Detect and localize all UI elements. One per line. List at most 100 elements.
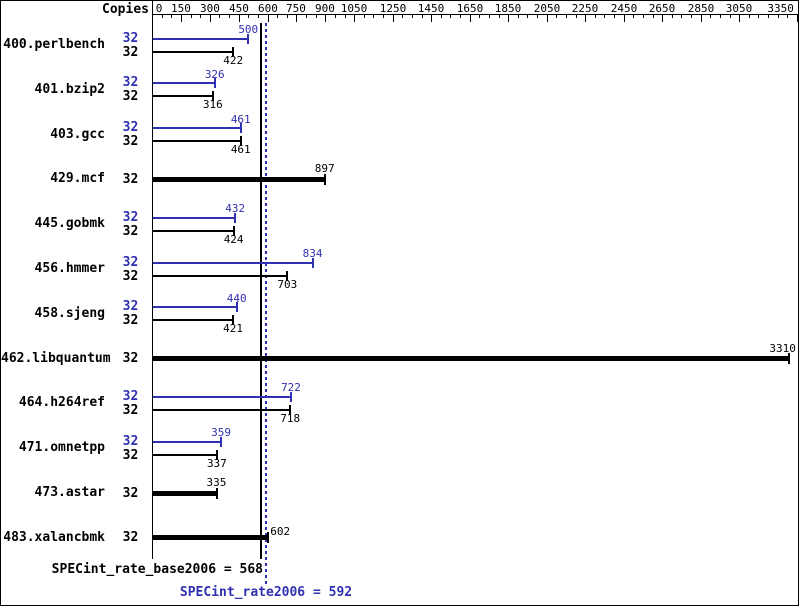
peak-bar [153, 127, 241, 130]
benchmark-label: 445.gobmk [34, 216, 105, 232]
copies-column-header: Copies [102, 2, 149, 17]
axis-tick-label: 3050 [725, 2, 753, 15]
base-bar-end-cap [788, 353, 791, 365]
axis-tick-label: 2250 [571, 2, 599, 15]
base-value-label: 602 [270, 524, 291, 538]
base-value-label: 461 [230, 143, 251, 157]
base-bar [153, 176, 325, 182]
axis-minor-tick [171, 14, 172, 18]
copies-value: 32 [122, 209, 139, 225]
axis-minor-tick [248, 14, 249, 18]
base-value-label: 3310 [769, 341, 796, 355]
peak-bar-end-cap [290, 391, 292, 402]
axis-tick-label: 2050 [533, 2, 561, 15]
base-bar [153, 356, 790, 362]
copies-value: 32 [122, 433, 139, 449]
axis-minor-tick [219, 14, 220, 18]
base-value-label: 335 [206, 476, 227, 489]
copies-value: 32 [122, 30, 139, 46]
peak-value-label: 326 [204, 67, 225, 81]
peak-bar-end-cap [235, 302, 238, 313]
axis-major-tick [152, 14, 153, 22]
axis-minor-tick [383, 14, 384, 18]
peak-value-label: 500 [238, 23, 259, 36]
base-bar-end-cap [286, 270, 289, 281]
base-bar-end-cap [232, 315, 235, 326]
peak-bar-end-cap [311, 257, 314, 268]
axis-major-tick [210, 14, 211, 22]
axis-major-tick [239, 14, 240, 22]
peak-reference-line [265, 23, 267, 584]
base-bar-end-cap [215, 449, 218, 460]
base-reference-line [260, 23, 262, 559]
axis-tick-label: 3350 [767, 2, 794, 15]
axis-major-tick [547, 14, 548, 22]
axis-minor-tick [364, 14, 365, 18]
base-bar-end-cap [266, 532, 269, 544]
axis-minor-tick [595, 14, 596, 18]
axis-minor-tick [527, 14, 528, 18]
base-bar [153, 140, 241, 143]
axis-minor-tick [614, 14, 615, 18]
axis-baseline [152, 14, 798, 15]
copies-value: 32 [122, 171, 139, 187]
benchmark-label: 456.hmmer [34, 261, 105, 276]
peak-bar-end-cap [234, 212, 237, 223]
peak-value-label: 834 [302, 247, 323, 260]
axis-minor-tick [566, 14, 567, 18]
axis-minor-tick [691, 14, 692, 18]
axis-major-tick [181, 14, 182, 22]
axis-minor-tick [422, 14, 423, 18]
base-bar [153, 95, 213, 98]
axis-minor-tick [672, 14, 673, 18]
axis-minor-tick [200, 14, 201, 18]
base-value-label: 703 [277, 277, 298, 291]
axis-minor-tick [373, 14, 374, 18]
axis-major-tick [585, 14, 586, 22]
axis-major-tick [470, 14, 471, 22]
axis-minor-tick [479, 14, 480, 18]
axis-minor-tick [720, 14, 721, 18]
axis-major-tick [268, 14, 269, 22]
axis-minor-tick [441, 14, 442, 18]
base-bar [153, 490, 217, 496]
axis-tick-label: 150 [171, 2, 191, 15]
peak-bar-end-cap [213, 78, 216, 89]
benchmark-label: 473.astar [34, 485, 105, 500]
axis-tick-label: 900 [315, 2, 335, 15]
axis-minor-tick [710, 14, 711, 18]
copies-value: 32 [122, 530, 139, 546]
axis-minor-tick [499, 14, 500, 18]
peak-value-label: 359 [211, 426, 232, 440]
copies-value: 32 [122, 313, 139, 329]
axis-minor-tick [681, 14, 682, 18]
benchmark-label: 400.perlbench [3, 37, 105, 52]
copies-value: 32 [122, 402, 139, 418]
axis-major-tick [662, 14, 663, 22]
axis-tick-label: 1650 [456, 2, 484, 15]
axis-minor-tick [229, 14, 230, 18]
base-value-label: 718 [280, 411, 301, 425]
benchmark-label: 401.bzip2 [34, 81, 105, 97]
base-summary-text: SPECint_rate_base2006 = 568 [51, 562, 263, 577]
base-value-label: 422 [223, 53, 244, 67]
axis-tick-label: 450 [229, 2, 249, 15]
base-value-label: 424 [223, 232, 244, 246]
base-bar [153, 453, 217, 456]
axis-minor-tick [316, 14, 317, 18]
peak-value-label: 432 [225, 202, 246, 216]
benchmark-label: 462.libquantum [1, 350, 111, 366]
axis-tick-label: 300 [200, 2, 220, 15]
axis-minor-tick [778, 14, 779, 18]
base-bar [153, 50, 234, 53]
axis-minor-tick [277, 14, 278, 18]
peak-value-label: 440 [226, 291, 247, 305]
axis-tick-label: 2850 [687, 2, 715, 15]
axis-major-tick [701, 14, 702, 22]
base-bar-end-cap [215, 487, 218, 499]
axis-tick-label: 2450 [610, 2, 638, 15]
axis-minor-tick [345, 14, 346, 18]
